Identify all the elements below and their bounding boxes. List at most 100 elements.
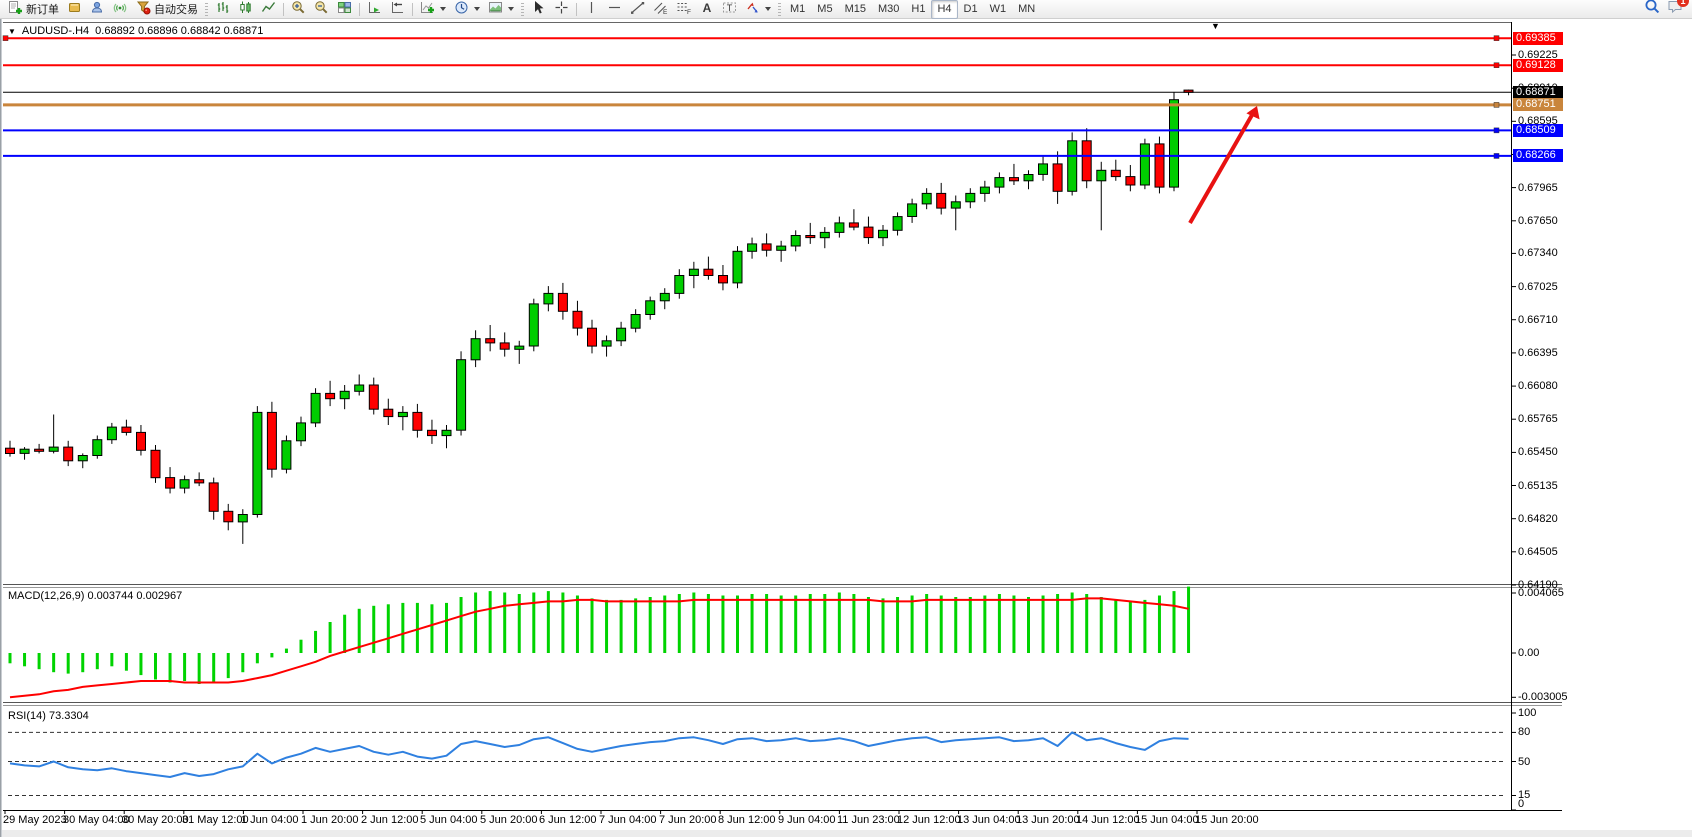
text-button[interactable]: A [695,0,718,19]
macd-scale-label: 0.00 [1518,647,1540,659]
price-tick-label: 0.66080 [1518,380,1558,392]
new-order-button[interactable]: 新订单 [4,0,63,19]
chart-title: ▼ AUDUSD-.H4 0.68892 0.68896 0.68842 0.6… [8,25,263,37]
time-label: 30 May 20:00 [122,814,189,826]
timeframe-W1[interactable]: W1 [989,3,1007,15]
fibonacci-button[interactable]: F [672,0,695,19]
signals-button[interactable] [109,0,132,19]
time-label: 14 Jun 12:00 [1076,814,1140,826]
time-label: 30 May 04:00 [63,814,130,826]
rsi-indicator-label: RSI(14) 73.3304 [8,710,89,722]
price-tick-label: 0.67650 [1518,215,1558,227]
bar-chart-button[interactable] [211,0,234,19]
price-tick-label: 0.64820 [1518,513,1558,525]
crosshair-button[interactable] [550,0,573,19]
zoom-in-button[interactable] [287,0,310,19]
price-tick-label: 0.66395 [1518,347,1558,359]
quotes-button[interactable] [63,0,86,19]
chart-ohlc-values: 0.68892 0.68896 0.68842 0.68871 [95,25,264,37]
clock-icon [454,0,469,18]
rsi-scale-label: 100 [1518,707,1537,719]
autotrading-button[interactable]: 自动交易 [132,0,202,19]
text-label-button[interactable]: T [718,0,741,19]
current-price-label: 0.68871 [1513,86,1563,99]
equidistant-channel-button[interactable]: E [649,0,672,19]
rsi-scale-label: 50 [1518,756,1531,768]
cursor-button[interactable] [527,0,550,19]
chart-symbol-period: AUDUSD-.H4 [21,25,90,37]
timeframe-H1[interactable]: H1 [911,3,926,15]
arrows-button[interactable] [741,0,775,19]
svg-text:F: F [687,9,691,15]
toolbar: 新订单 自动交易 [0,0,1692,19]
auto-scroll-button[interactable] [363,0,386,19]
gold-box-icon [67,0,82,18]
chart-shift-button[interactable] [386,0,409,19]
svg-text:A: A [703,1,712,15]
timeframe-H4[interactable]: H4 [931,0,958,19]
time-label: 1 Jun 04:00 [241,814,299,826]
timeframe-M5[interactable]: M5 [817,3,833,15]
zoom-in-icon [291,0,306,18]
zoom-out-icon [314,0,329,18]
timeframe-D1[interactable]: D1 [963,3,978,15]
cursor-icon [531,0,546,18]
price-tick-label: 0.65765 [1518,413,1558,425]
chart-title-marker-icon[interactable]: ▼ [8,26,16,36]
toolbar-separator [576,2,577,16]
hline-price-label: 0.69385 [1513,32,1563,45]
periods-button[interactable] [450,0,484,19]
indicators-button[interactable] [416,0,450,19]
time-label: 8 Jun 12:00 [718,814,776,826]
time-label: 29 May 2023 [3,814,67,826]
time-label: 13 Jun 20:00 [1016,814,1080,826]
macd-scale-label: -0.003005 [1518,691,1568,703]
trendline-icon [630,0,645,18]
time-label: 5 Jun 20:00 [480,814,538,826]
time-label: 5 Jun 04:00 [420,814,478,826]
time-label: 7 Jun 04:00 [599,814,657,826]
line-chart-button[interactable] [257,0,280,19]
arrows-icon [745,0,760,18]
time-label: 6 Jun 12:00 [539,814,597,826]
new-order-label: 新订单 [26,4,59,16]
toolbar-grip [521,2,524,16]
autotrading-label: 自动交易 [154,4,198,16]
tile-windows-button[interactable] [333,0,356,19]
toolbar-grip [205,2,208,16]
candlestick-button[interactable] [234,0,257,19]
search-icon[interactable] [1644,0,1661,20]
chevron-down-icon [474,7,480,11]
chat-button[interactable]: 1 [1667,0,1689,20]
hline-price-label: 0.68266 [1513,149,1563,162]
toolbar-right-cluster: 1 [1644,0,1689,20]
timeframe-M1[interactable]: M1 [790,3,806,15]
time-label: 1 Jun 20:00 [301,814,359,826]
rsi-scale-label: 80 [1518,726,1531,738]
time-label: 13 Jun 04:00 [957,814,1021,826]
profile-button[interactable] [86,0,109,19]
horizontal-line-button[interactable] [603,0,626,19]
zoom-out-button[interactable] [310,0,333,19]
autotrading-icon [136,0,151,18]
notification-badge: 1 [1677,0,1689,7]
timeframe-MN[interactable]: MN [1018,3,1036,15]
chart-top-marker-icon[interactable]: ▼ [1211,21,1220,31]
time-label: 11 Jun 23:00 [837,814,900,826]
vertical-line-button[interactable] [580,0,603,19]
signal-icon [113,0,128,18]
auto-scroll-icon [367,0,382,18]
timeframe-M30[interactable]: M30 [877,3,900,15]
fibonacci-icon: F [676,0,691,18]
price-tick-label: 0.67340 [1518,247,1558,259]
timeframe-M15[interactable]: M15 [844,3,866,15]
chevron-down-icon [440,7,446,11]
templates-button[interactable] [484,0,518,19]
rsi-scale-label: 0 [1518,798,1525,810]
price-tick-label: 0.67965 [1518,182,1558,194]
trendline-button[interactable] [626,0,649,19]
hline-price-label: 0.68509 [1513,124,1563,137]
macd-indicator-label: MACD(12,26,9) 0.003744 0.002967 [8,590,183,602]
time-label: 2 Jun 12:00 [361,814,419,826]
